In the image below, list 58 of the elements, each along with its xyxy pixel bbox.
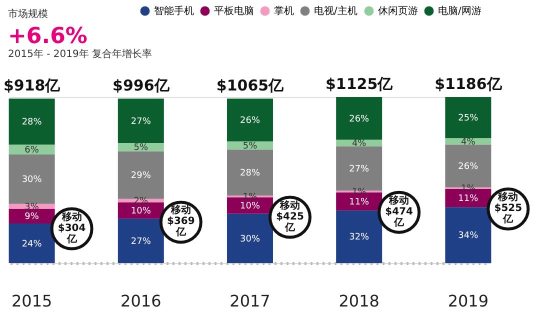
bar — [8, 98, 55, 145]
legend-label: 平板电脑 — [214, 5, 254, 17]
data-label: 32% — [349, 232, 370, 243]
data-label: 4% — [352, 139, 367, 150]
text: 市场规模 — [8, 8, 48, 20]
annotation: 移动 $369 亿 — [166, 204, 195, 238]
legend-label: 智能手机 — [154, 5, 194, 17]
data-label: 11% — [458, 194, 479, 204]
legend-label: 电脑/网游 — [438, 5, 482, 17]
bar — [445, 207, 492, 263]
annotation: $1125亿 — [325, 75, 394, 93]
data-label: 26% — [349, 114, 370, 124]
bar — [118, 98, 164, 144]
data-label: 29% — [130, 171, 152, 182]
data-label: 34% — [458, 231, 479, 242]
data-label: 4% — [461, 137, 476, 148]
annotation: 移动 $304 亿 — [58, 210, 86, 245]
x-tick-label: 2019 — [448, 292, 489, 310]
bar — [445, 97, 492, 138]
data-label: 27% — [349, 164, 370, 174]
legend-label: 休闲页游 — [378, 5, 418, 17]
legend-label: 掌机 — [274, 5, 294, 17]
x-tick-label: 2017 — [230, 292, 270, 310]
data-label: 5% — [242, 141, 258, 152]
data-label: 27% — [130, 116, 152, 127]
annotation: $918亿 — [3, 76, 62, 95]
annotation: $996亿 — [112, 76, 170, 95]
data-label: 28% — [22, 118, 42, 128]
data-label: 27% — [130, 236, 152, 247]
data-label: 9% — [24, 212, 40, 222]
bar — [336, 210, 382, 263]
chart-title: +6.6% — [8, 24, 88, 49]
data-label: 11% — [349, 197, 370, 208]
annotation: $1186亿 — [434, 75, 503, 93]
data-label: 10% — [130, 206, 152, 216]
bar — [336, 140, 382, 146]
x-tick-label: 2015 — [11, 292, 52, 310]
x-tick-label: 2018 — [338, 292, 380, 310]
chart-subtitle: 2015年 - 2019年 复合年增长率 — [8, 48, 152, 60]
annotation: 移动 $425 亿 — [276, 199, 304, 234]
annotation: $1065亿 — [216, 76, 285, 95]
data-label: 10% — [240, 201, 260, 212]
bar — [227, 98, 273, 142]
bar — [8, 154, 55, 204]
bar — [336, 97, 382, 140]
data-label: 25% — [458, 114, 479, 124]
data-label: 28% — [240, 168, 260, 179]
annotation: 移动 $525 亿 — [494, 191, 522, 226]
x-tick-label: 2016 — [120, 292, 162, 310]
data-label: 26% — [458, 162, 479, 172]
data-label: 30% — [240, 234, 260, 244]
data-label: 24% — [22, 239, 42, 250]
annotation: 移动 $474 亿 — [385, 194, 414, 228]
data-label: 26% — [240, 116, 260, 126]
legend-label: 电视/主机 — [314, 5, 358, 17]
data-label: 6% — [24, 146, 40, 156]
data-label: 5% — [134, 143, 148, 154]
data-label: 30% — [22, 175, 42, 186]
